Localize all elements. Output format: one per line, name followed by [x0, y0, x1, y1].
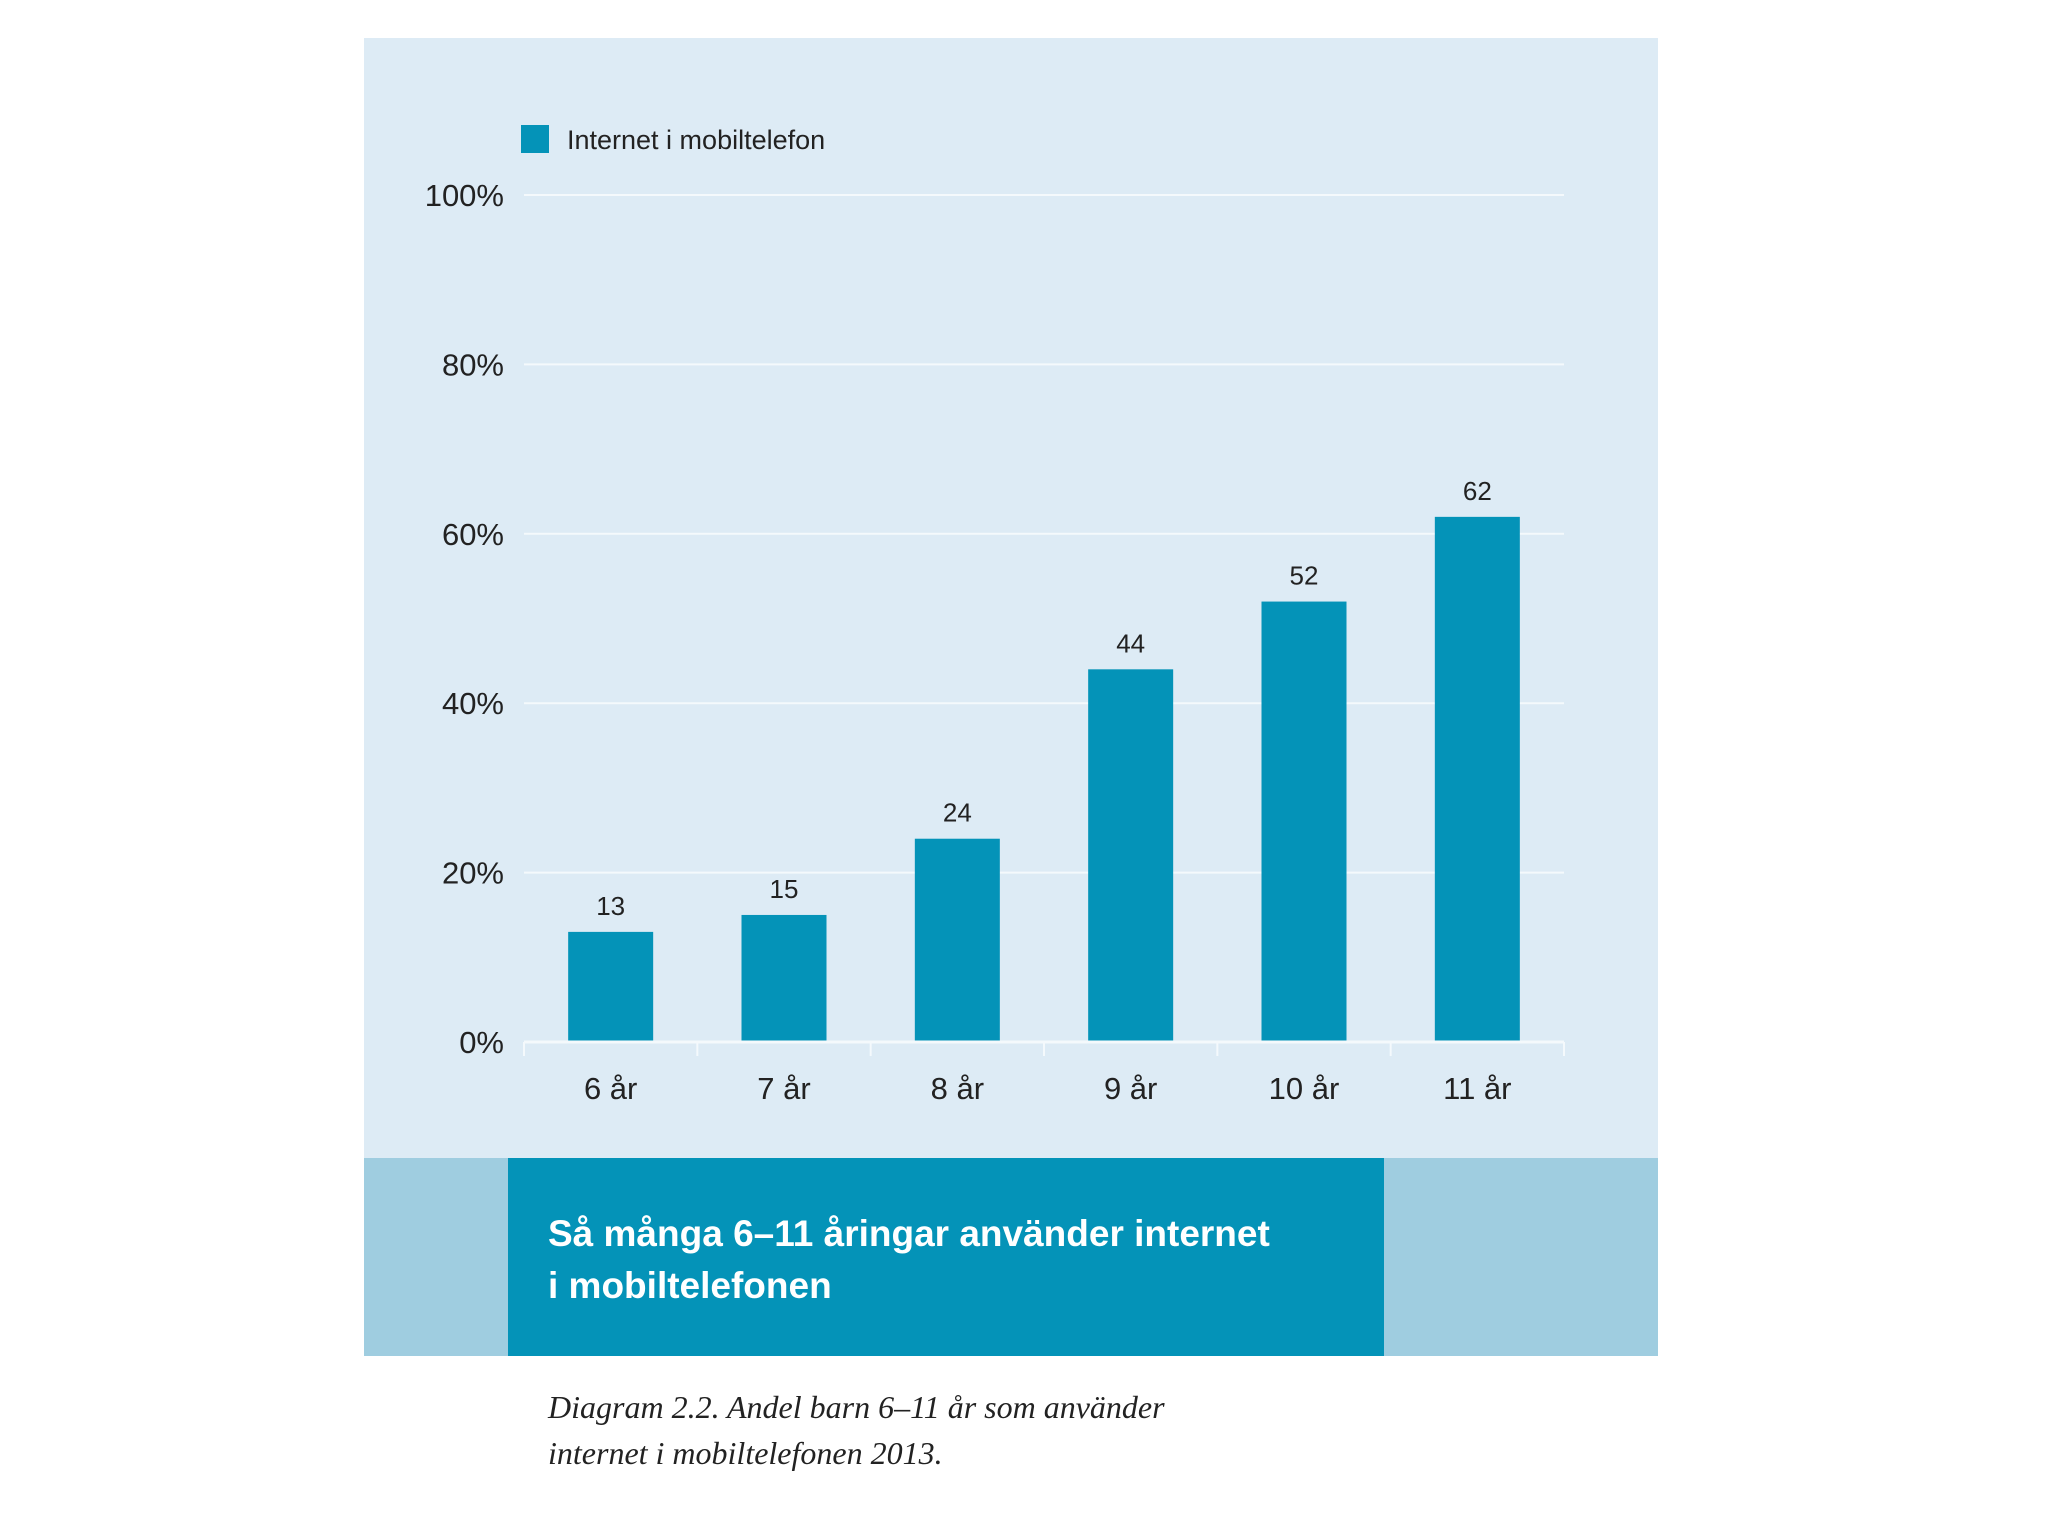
bars: 13 15 24 44 52 62: [568, 476, 1520, 1042]
x-tick-label: 10 år: [1269, 1071, 1340, 1106]
bar: [914, 838, 1000, 1042]
x-tick-label: 11 år: [1443, 1071, 1511, 1106]
x-tick-label: 7 år: [757, 1071, 810, 1106]
banner-title: Så många 6–11 åringar använder internet …: [548, 1208, 1348, 1312]
banner-title-line2: i mobiltelefonen: [548, 1265, 832, 1306]
x-axis: 6 år 7 år 8 år 9 år 10 år 11 år: [523, 1040, 1565, 1106]
bar: [1088, 669, 1174, 1042]
legend: Internet i mobiltelefon: [521, 125, 825, 155]
x-tick-label: 6 år: [584, 1071, 637, 1106]
bar: [1434, 516, 1520, 1042]
figure-caption: Diagram 2.2. Andel barn 6–11 år som anvä…: [548, 1384, 1348, 1476]
gridlines: [524, 194, 1564, 874]
data-label: 44: [1116, 628, 1145, 658]
bar-chart: 0% 20% 40% 60% 80% 100% 13 15 24 44 52 62 6 år 7 år…: [425, 125, 1565, 1106]
y-tick-label: 0%: [459, 1025, 504, 1060]
y-tick-label: 60%: [442, 517, 504, 552]
bar: [1261, 601, 1347, 1042]
y-tick-label: 20%: [442, 856, 504, 891]
bar: [741, 914, 827, 1042]
data-label: 24: [943, 798, 972, 828]
y-tick-label: 80%: [442, 347, 504, 382]
banner-title-line1: Så många 6–11 åringar använder internet: [548, 1213, 1270, 1254]
legend-swatch: [521, 125, 549, 153]
y-axis: 0% 20% 40% 60% 80% 100%: [425, 178, 504, 1060]
x-tick-label: 8 år: [931, 1071, 984, 1106]
data-label: 52: [1290, 561, 1319, 591]
x-tick-label: 9 år: [1104, 1071, 1157, 1106]
y-tick-label: 40%: [442, 686, 504, 721]
caption-line1: Diagram 2.2. Andel barn 6–11 år som anvä…: [548, 1389, 1165, 1425]
banner-strip: Så många 6–11 åringar använder internet …: [364, 1158, 1658, 1356]
banner-box: Så många 6–11 åringar använder internet …: [508, 1158, 1384, 1356]
data-label: 62: [1463, 476, 1492, 506]
y-tick-label: 100%: [425, 178, 504, 213]
bar: [568, 931, 654, 1042]
data-label: 13: [596, 891, 625, 921]
caption-line2: internet i mobiltelefonen 2013.: [548, 1435, 943, 1471]
data-label: 15: [770, 874, 799, 904]
chart-panel: 0% 20% 40% 60% 80% 100% 13 15 24 44 52 62 6 år 7 år…: [364, 38, 1658, 1158]
legend-label: Internet i mobiltelefon: [567, 125, 825, 155]
